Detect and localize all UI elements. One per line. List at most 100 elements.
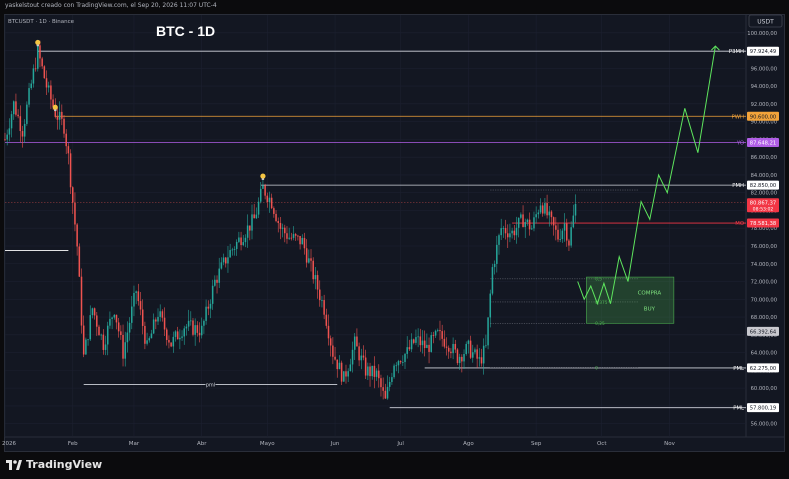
price-tick-label: 68.000,00 [751, 315, 777, 321]
current-price-tag [747, 198, 779, 213]
candle-body [113, 314, 116, 318]
candle-body [391, 377, 393, 382]
candle-body [388, 381, 391, 387]
candle-body [520, 214, 522, 218]
candle-body [34, 68, 37, 70]
candle-body [253, 214, 255, 219]
candle-body [275, 213, 277, 222]
candle-body [550, 211, 553, 218]
candle-body [249, 225, 251, 231]
export-caption-bar: yaskelstout creado con TradingView.com, … [0, 0, 789, 14]
candle-body [517, 217, 520, 228]
candle-body [56, 116, 59, 120]
candle-body [244, 237, 247, 243]
candle-body [266, 195, 269, 202]
candle-body [122, 335, 124, 359]
idea-bulb-base [54, 109, 57, 112]
candle-body [504, 228, 507, 234]
candle-body [417, 336, 419, 338]
candle-body [360, 355, 363, 361]
candle-body [522, 214, 524, 228]
level-price-tag [747, 403, 779, 413]
candle-body [262, 185, 264, 189]
candle-body [561, 230, 564, 240]
candle-body [268, 197, 271, 202]
level-price-value: 78.581,38 [750, 221, 776, 227]
candle-body [506, 233, 509, 238]
candle-body [572, 215, 575, 228]
symbol-legend: BTCUSDT · 1D · Binance [8, 19, 75, 25]
candle-body [135, 291, 137, 293]
candle-body [334, 356, 336, 360]
candle-body [336, 359, 339, 370]
price-tick-label: 84.000,00 [751, 173, 777, 179]
candle-body [141, 309, 144, 326]
candle-body [63, 118, 65, 134]
candle-body [399, 361, 402, 363]
candle-body [312, 260, 314, 280]
candle-body [284, 227, 286, 234]
candle-body [238, 237, 240, 242]
candle-body [421, 340, 424, 346]
candle-body [133, 292, 135, 307]
candle-body [126, 332, 129, 343]
level-price-value: 62.275,00 [750, 366, 776, 372]
time-tick-label: 2026 [2, 441, 16, 447]
candle-body [450, 351, 452, 354]
price-tick-label: 100.000,00 [747, 31, 777, 37]
price-chart[interactable]: pml 0,5 0,375 0,25 0 COMPRA BUY 2026 Feb Mar Ab… [0, 0, 789, 452]
candle-body [570, 227, 572, 246]
currency-button[interactable]: USDT [757, 19, 774, 26]
candle-body [513, 230, 516, 236]
candle-body [115, 314, 118, 323]
candle-body [32, 68, 35, 84]
price-tick-label: 74.000,00 [751, 262, 777, 268]
candle-body [104, 344, 107, 350]
candle-body [568, 240, 570, 246]
candle-body [482, 345, 485, 364]
candle-body [456, 349, 459, 364]
candle-body [93, 308, 96, 316]
candle-body [310, 258, 312, 261]
level-price-value: 97.924,49 [750, 49, 776, 55]
candle-body [358, 346, 360, 361]
candle-body [338, 362, 341, 370]
price-tick-label: 96.000,00 [751, 66, 777, 72]
candle-body [288, 237, 290, 239]
candle-body [194, 325, 196, 335]
candle-body [321, 300, 323, 301]
candle-body [382, 387, 384, 391]
extra-price-tag [747, 326, 779, 336]
candle-body [535, 214, 537, 218]
candle-body [502, 228, 505, 229]
currency-button-frame[interactable] [748, 14, 783, 28]
candle-body [39, 45, 41, 59]
candle-body [443, 338, 446, 347]
candle-body [157, 316, 159, 322]
candle-body [329, 338, 332, 346]
time-axis: 2026 Feb Mar Abr Mayo Jun Jul Ago Sep Oct Nov [2, 441, 676, 447]
candle-body [85, 339, 87, 355]
candle-body [222, 257, 225, 263]
candle-body [192, 320, 194, 335]
candle-body [196, 325, 199, 333]
candle-body [109, 318, 111, 326]
candle-body [452, 343, 454, 354]
candle-body [412, 339, 415, 343]
candle-body [367, 366, 369, 376]
candle-body [404, 353, 406, 363]
candle-body [323, 300, 325, 315]
candle-body [294, 234, 297, 236]
level-label: PWH [732, 114, 744, 120]
candle-body [439, 330, 441, 332]
candle-body [19, 116, 22, 132]
candle-body [397, 361, 400, 366]
candle-body [150, 333, 153, 339]
candle-body [447, 347, 450, 352]
price-tick-label: 76.000,00 [751, 244, 777, 250]
time-tick-label: Abr [197, 441, 207, 447]
candle-body [61, 111, 63, 119]
candle-body [190, 320, 192, 322]
candle-body [478, 357, 481, 359]
candle-body [187, 320, 190, 327]
